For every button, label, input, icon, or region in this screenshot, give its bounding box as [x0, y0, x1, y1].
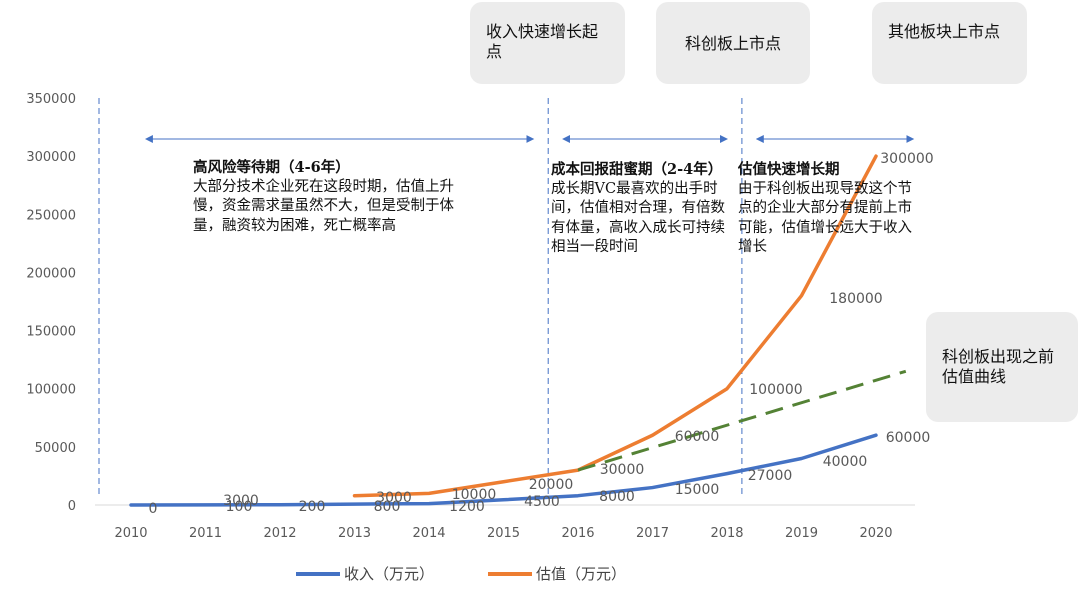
x-tick-label: 2017: [636, 526, 669, 541]
callout-other-boards: 其他板块上市点: [872, 2, 1027, 84]
x-tick-label: 2012: [263, 526, 296, 541]
legend-valuation-swatch: [488, 571, 532, 576]
valuation-data-label: 20000: [529, 477, 574, 493]
x-tick-label: 2013: [338, 526, 371, 541]
y-tick-label: 250000: [26, 208, 76, 223]
legend-income-swatch: [296, 571, 340, 576]
valuation-data-label: 3000: [376, 490, 412, 506]
income-data-label: 40000: [823, 454, 868, 470]
pre-star-market-valuation-projection: [577, 369, 907, 472]
income-data-label: 200: [299, 499, 326, 515]
callout-growth-start-text: 收入快速增长起点: [486, 22, 599, 61]
valuation-data-label: 300000: [880, 151, 933, 167]
phase-1-title: 高风险等待期（4-6年）: [193, 159, 350, 176]
phase-3-annotation: 估值快速增长期 由于科创板出现导致这个节点的企业大部分有提前上市可能，估值增长远…: [738, 160, 918, 258]
x-tick-label: 2011: [189, 526, 222, 541]
income-data-label: 0: [149, 501, 158, 517]
phase-guides: [98, 98, 915, 497]
series-lines: [129, 154, 907, 507]
callout-growth-start: 收入快速增长起点: [470, 2, 625, 84]
y-tick-label: 0: [68, 499, 76, 514]
income-line: [129, 433, 878, 507]
valuation-data-label: 3000: [223, 493, 259, 509]
phase-3-body: 由于科创板出现导致这个节点的企业大部分有提前上市可能，估值增长远大于收入增长: [738, 180, 912, 256]
valuation-data-label: 100000: [749, 382, 802, 398]
legend-income-label: 收入（万元）: [344, 565, 435, 583]
valuation-data-label: 30000: [600, 462, 645, 478]
x-tick-label: 2010: [114, 526, 147, 541]
income-data-label: 27000: [748, 468, 793, 484]
valuation-data-label: 180000: [829, 291, 882, 307]
phase-2-annotation: 成本回报甜蜜期（2-4年） 成长期VC最喜欢的出手时间，估值相对合理，有倍数有体…: [551, 160, 731, 258]
valuation-data-label: 60000: [675, 429, 720, 445]
x-tick-label: 2014: [412, 526, 445, 541]
valuation-data-label: 10000: [452, 487, 497, 503]
x-axis: 2010 2011 2012 2013 2014 2015 2016 2017 2018 2019…: [95, 504, 915, 541]
phase-3-title: 估值快速增长期: [738, 161, 840, 178]
x-tick-label: 2020: [859, 526, 892, 541]
callout-other-boards-text: 其他板块上市点: [888, 22, 1001, 41]
x-tick-label: 2015: [487, 526, 520, 541]
y-tick-label: 100000: [26, 383, 76, 398]
callout-star-market-text: 科创板上市点: [684, 34, 781, 53]
income-data-label: 15000: [675, 482, 720, 498]
valuation-line: [352, 154, 878, 498]
callout-pre-curve: 科创板出现之前估值曲线: [926, 312, 1078, 422]
callout-star-market: 科创板上市点: [656, 2, 810, 84]
income-data-label: 8000: [599, 489, 635, 505]
legend-income: 收入（万元）: [296, 563, 434, 584]
y-tick-label: 200000: [26, 266, 76, 281]
phase-2-body: 成长期VC最喜欢的出手时间，估值相对合理，有倍数有体量，高收入成长可持续相当一段…: [551, 180, 725, 256]
legend-valuation-label: 估值（万元）: [536, 565, 627, 583]
income-data-label: 100: [226, 499, 253, 515]
phase-2-title: 成本回报甜蜜期（2-4年）: [551, 161, 723, 178]
y-tick-label: 350000: [26, 92, 76, 107]
phase-1-annotation: 高风险等待期（4-6年） 大部分技术企业死在这段时期，估值上升慢，资金需求量虽然…: [193, 158, 473, 236]
income-data-label: 4500: [524, 494, 560, 510]
income-data-label: 60000: [886, 430, 931, 446]
income-data-label: 800: [374, 499, 401, 515]
y-tick-label: 150000: [26, 325, 76, 340]
x-tick-label: 2019: [785, 526, 818, 541]
phase-1-body: 大部分技术企业死在这段时期，估值上升慢，资金需求量虽然不大，但是受制于体量，融资…: [193, 178, 454, 234]
data-labels: 0 100 200 800 1200 4500 8000 15000 27000 40000 600…: [149, 151, 934, 517]
legend-valuation: 估值（万元）: [488, 563, 626, 584]
y-axis: 0 50000 100000 150000 200000 250000 300000 3500…: [26, 92, 76, 514]
x-tick-label: 2016: [561, 526, 594, 541]
income-data-label: 1200: [449, 499, 485, 515]
y-tick-label: 50000: [35, 441, 76, 456]
x-tick-label: 2018: [710, 526, 743, 541]
callout-pre-curve-text: 科创板出现之前估值曲线: [942, 347, 1055, 386]
y-tick-label: 300000: [26, 150, 76, 165]
